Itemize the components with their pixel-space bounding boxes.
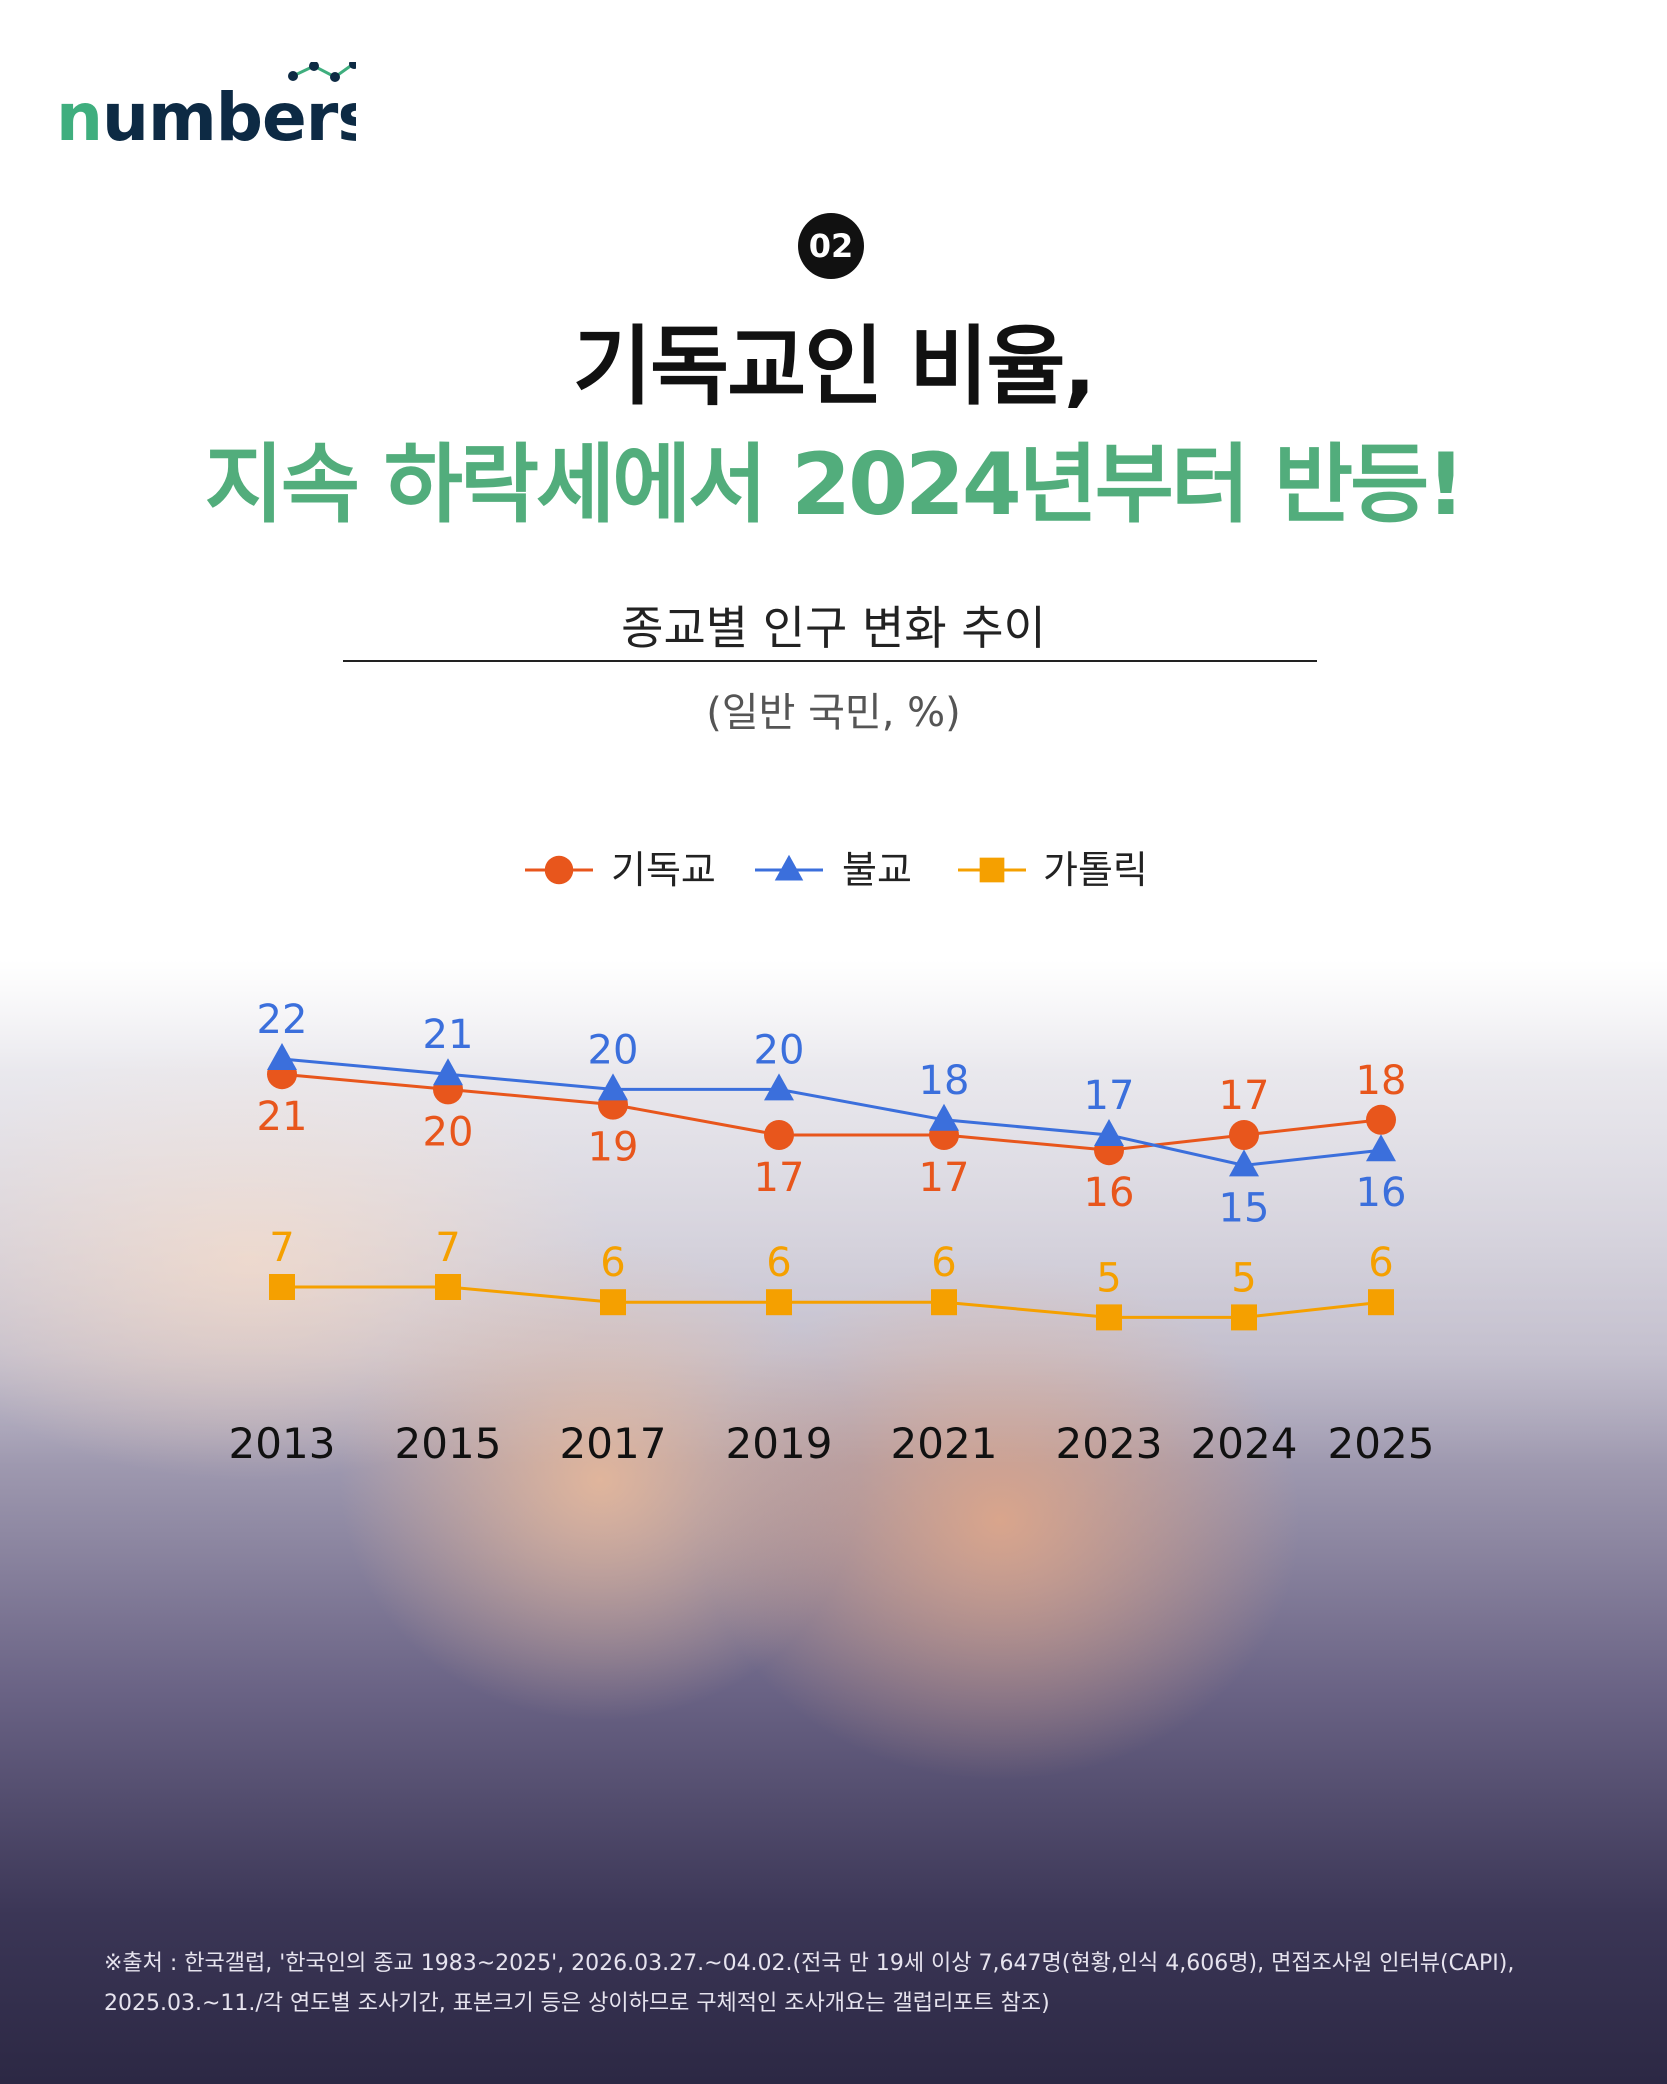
x-tick-label: 2017 <box>560 1419 667 1468</box>
series-line-circle <box>281 1072 1382 1152</box>
x-tick-label: 2025 <box>1328 1419 1435 1468</box>
page-title: 기독교인 비율, <box>572 317 1096 417</box>
legend-marker-square <box>979 857 1005 883</box>
data-point-circle <box>1229 1120 1259 1150</box>
data-label: 17 <box>1219 1073 1270 1119</box>
data-label: 16 <box>1356 1170 1407 1216</box>
source-footnote: ※출처 : 한국갤럽, '한국인의 종교 1983~2025', 2026.03… <box>104 1944 1604 2024</box>
data-label: 6 <box>1368 1240 1393 1286</box>
data-label: 22 <box>257 997 308 1043</box>
legend-label: 가톨릭 <box>1043 848 1148 892</box>
data-label: 5 <box>1231 1255 1256 1301</box>
data-point-triangle <box>1094 1119 1124 1146</box>
data-label: 17 <box>754 1155 805 1201</box>
data-label: 16 <box>1084 1170 1135 1216</box>
data-point-square <box>1368 1289 1394 1316</box>
chart-subtitle: (일반 국민, %) <box>706 690 961 736</box>
background-photo-praying-hands <box>0 960 1667 2084</box>
data-label: 18 <box>919 1058 970 1104</box>
legend-label: 불교 <box>842 848 912 892</box>
data-label: 6 <box>600 1240 625 1286</box>
data-label: 7 <box>435 1225 460 1271</box>
data-label: 15 <box>1219 1185 1270 1231</box>
x-tick-label: 2021 <box>891 1419 998 1468</box>
series-line-square <box>282 1285 1382 1319</box>
data-point-square <box>1096 1304 1122 1331</box>
x-tick-label: 2024 <box>1191 1419 1298 1468</box>
legend-label: 기독교 <box>611 848 716 892</box>
chart-title: 종교별 인구 변화 추이 <box>621 601 1046 655</box>
data-label: 20 <box>423 1109 474 1155</box>
data-label: 21 <box>257 1094 308 1140</box>
x-tick-label: 2013 <box>229 1419 336 1468</box>
data-point-circle <box>764 1120 794 1150</box>
data-label: 17 <box>919 1155 970 1201</box>
data-label: 20 <box>588 1027 639 1073</box>
data-label: 6 <box>931 1240 956 1286</box>
data-label: 21 <box>423 1012 474 1058</box>
title-divider <box>343 660 1317 662</box>
numbers-logo: numbers <box>56 59 377 156</box>
footnote-line-2: 2025.03.~11./각 연도별 조사기간, 표본크기 등은 상이하므로 구… <box>104 1991 1050 2016</box>
x-tick-label: 2023 <box>1056 1419 1163 1468</box>
data-point-triangle <box>929 1103 959 1131</box>
data-point-square <box>766 1289 792 1316</box>
data-point-triangle <box>764 1073 794 1101</box>
data-point-square <box>600 1289 626 1316</box>
data-point-circle <box>1366 1104 1396 1135</box>
data-label: 5 <box>1096 1255 1121 1301</box>
data-point-triangle <box>598 1073 628 1101</box>
data-point-square <box>931 1289 957 1316</box>
data-point-triangle <box>267 1043 297 1070</box>
series-line-triangle <box>281 1057 1382 1167</box>
footnote-line-1: ※출처 : 한국갤럽, '한국인의 종교 1983~2025', 2026.03… <box>104 1951 1515 1976</box>
data-label: 6 <box>766 1240 791 1286</box>
legend-marker-triangle <box>774 854 804 881</box>
data-point-square <box>435 1274 461 1300</box>
data-point-triangle <box>1366 1134 1396 1162</box>
data-label: 17 <box>1084 1073 1135 1119</box>
svg-text:numbers: numbers <box>56 79 356 152</box>
data-point-triangle <box>1229 1149 1259 1177</box>
legend-marker-circle <box>544 855 574 885</box>
section-number-badge: 02 <box>798 213 864 279</box>
data-label: 7 <box>269 1225 294 1271</box>
data-label: 18 <box>1356 1058 1407 1104</box>
x-tick-label: 2019 <box>726 1419 833 1468</box>
data-label: 20 <box>754 1027 805 1073</box>
data-point-square <box>1231 1304 1257 1331</box>
data-point-triangle <box>433 1058 463 1086</box>
data-point-square <box>269 1274 295 1300</box>
x-tick-label: 2015 <box>395 1419 502 1468</box>
data-label: 19 <box>588 1125 639 1171</box>
page-title-highlight: 지속 하락세에서 2024년부터 반등! <box>204 435 1466 535</box>
